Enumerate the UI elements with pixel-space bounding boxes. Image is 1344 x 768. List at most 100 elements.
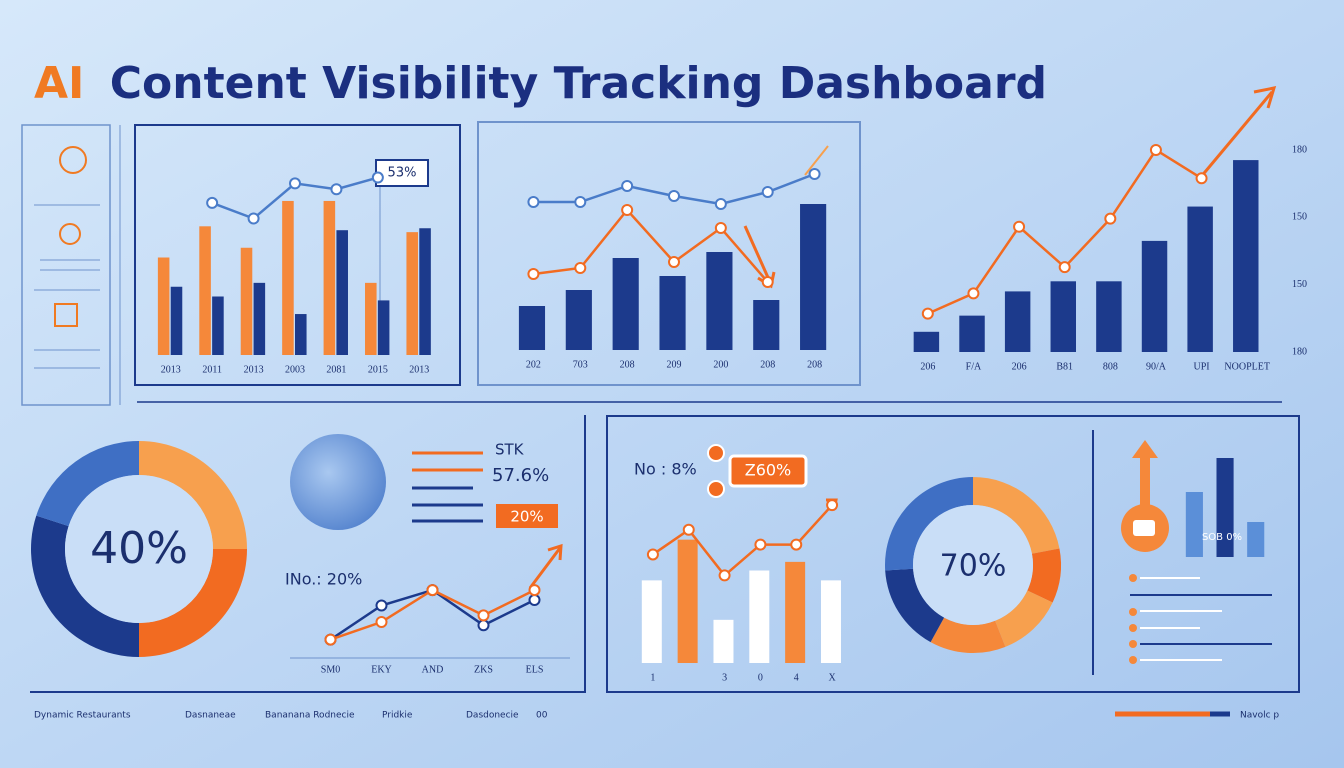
point [528,594,541,606]
bar [749,570,770,663]
point [621,180,634,192]
x-tick-label: 208 [620,359,635,370]
bar [1187,206,1213,352]
donut-segment [884,477,973,571]
bar [641,580,662,663]
x-tick-label: ZKS [474,664,493,675]
bar [518,306,546,350]
bar [959,315,985,352]
point [477,609,490,622]
point [371,171,384,184]
x-tick-label: ELS [526,664,544,675]
list-lines [1115,574,1272,717]
panels [30,121,1300,693]
globe [290,434,386,530]
footer-label: Dynamic Restaurants [34,711,131,721]
x-tick-label: AND [422,664,444,675]
annotation: INo.: 20% [285,570,362,589]
bar [157,257,170,355]
bar [677,539,698,663]
x-tick-label: 208 [760,359,775,370]
x-tick-label: 808 [1103,361,1118,372]
x-tick-label: 209 [667,359,682,370]
annotation: 53% [388,166,417,181]
point [375,599,388,612]
sidebar [21,124,121,406]
donut-hole [913,505,1033,625]
title-text: Content Visibility Tracking Dashboard [110,58,1047,109]
bar [170,286,183,355]
x-tick-label: UPI [1194,361,1210,372]
footer-label: Bananana Rodnecie [265,711,355,721]
bar [1216,458,1234,557]
footer-label: Dasdonecie [466,711,519,721]
bar [659,276,686,350]
point [808,168,821,180]
point [668,256,680,268]
point [714,198,727,210]
donut-segment [36,441,139,527]
footer-label: 00 [536,711,548,721]
point [574,262,587,274]
point [477,619,490,632]
bar [820,580,841,663]
point [646,548,659,561]
bar [1233,160,1259,352]
x-tick-label: 2011 [202,364,222,375]
footer-label: Pridkie [382,711,413,721]
point [1104,212,1117,225]
point [790,538,803,551]
line [652,504,834,578]
x-tick-label: X [828,672,836,683]
point [426,584,439,597]
legend-lines [412,451,558,528]
point [718,569,731,582]
x-tick-label: 0 [758,672,763,683]
bar [419,228,431,355]
donut-segment [139,549,247,657]
x-tick-label: 2013 [409,364,429,375]
x-tick-label: 200 [713,359,728,370]
bar [913,331,940,352]
legend-label: 57.6% [492,465,549,486]
legend-label: STK [495,441,525,459]
annotation: SOB 0% [1202,532,1242,543]
point [761,186,774,198]
donut-center-label: 70% [940,549,1007,584]
legend-label: 20% [510,508,543,526]
bar [365,282,377,355]
footer-label: Navolc p [1240,711,1279,721]
point [289,177,301,190]
x-tick-label: 206 [1012,361,1027,372]
x-tick-label: 206 [920,361,935,372]
x-tick-label: 1 [650,672,655,683]
point [527,196,540,208]
right-label: 180 [1292,144,1307,155]
bar [336,230,348,355]
x-tick-label: 2013 [161,364,181,375]
bar [800,204,827,350]
point [375,616,388,628]
annotation: Z60% [745,461,792,480]
x-tick-label: F/A [966,361,982,372]
point [527,268,540,280]
title-accent: AI [34,58,84,109]
donut-segment [885,568,945,643]
point [668,190,680,202]
bar [612,258,639,350]
donut-segment [139,441,247,549]
thumb-icon-hand [1133,520,1155,536]
donut-center-label: 40% [90,523,188,574]
x-tick-label: 2013 [244,364,264,375]
point [967,287,980,300]
point [761,276,774,288]
point [1013,220,1026,233]
x-tick-label: B81 [1056,361,1073,372]
point [247,212,260,225]
bar [295,314,307,355]
badge-dot [707,444,725,462]
bar [1247,522,1265,557]
right-label: 150 [1292,279,1307,290]
badge-dot [707,480,725,498]
